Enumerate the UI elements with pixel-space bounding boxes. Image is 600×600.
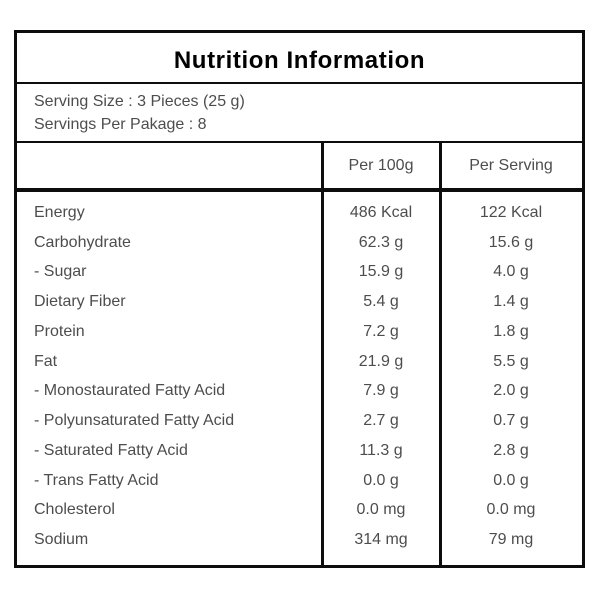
table-row: Cholesterol 0.0 mg 0.0 mg: [17, 496, 582, 526]
nutrient-value-per-100g: 0.0 mg: [356, 501, 406, 519]
servings-per-package-text: Servings Per Pakage : 8: [34, 116, 207, 133]
serving-info-section: Serving Size : 3 Pieces (25 g) Servings …: [17, 84, 582, 143]
nutrient-name: Sodium: [34, 531, 89, 549]
table-header-row: Per 100g Per Serving: [17, 143, 582, 192]
nutrient-value-per-100g: 0.0 g: [363, 471, 399, 489]
nutrient-value-per-serving: 15.6 g: [488, 233, 534, 251]
nutrient-name: Energy: [34, 203, 85, 221]
table-row: Carbohydrate 62.3 g 15.6 g: [17, 228, 582, 258]
table-row: - Polyunsaturated Fatty Acid 2.7 g 0.7 g: [17, 406, 582, 436]
nutrient-name: Dietary Fiber: [34, 293, 126, 311]
nutrient-name: - Trans Fatty Acid: [34, 471, 159, 489]
nutrient-value-per-serving: 0.0 mg: [486, 501, 536, 519]
column-header-per-100g: Per 100g: [348, 156, 414, 174]
nutrient-value-per-serving: 0.0 g: [493, 471, 529, 489]
column-divider-left: [321, 143, 324, 565]
nutrient-value-per-serving: 5.5 g: [493, 352, 529, 370]
nutrient-name: Carbohydrate: [34, 233, 131, 251]
column-header-per-serving: Per Serving: [469, 156, 553, 174]
table-row: Fat 21.9 g 5.5 g: [17, 347, 582, 377]
nutrient-name: - Polyunsaturated Fatty Acid: [34, 412, 235, 430]
table-row: Energy 486 Kcal 122 Kcal: [17, 198, 582, 228]
nutrient-name: - Sugar: [34, 263, 87, 281]
table-row: Sodium 314 mg 79 mg: [17, 525, 582, 555]
serving-size-text: Serving Size : 3 Pieces (25 g): [34, 93, 245, 110]
nutrient-value-per-100g: 15.9 g: [358, 263, 404, 281]
nutrient-name: Cholesterol: [34, 501, 115, 519]
table-row: - Saturated Fatty Acid 11.3 g 2.8 g: [17, 436, 582, 466]
nutrient-value-per-100g: 7.9 g: [363, 382, 399, 400]
nutrient-name: - Saturated Fatty Acid: [34, 441, 188, 459]
nutrient-value-per-100g: 5.4 g: [363, 293, 399, 311]
nutrient-value-per-serving: 2.8 g: [493, 441, 529, 459]
nutrient-value-per-100g: 486 Kcal: [349, 203, 413, 221]
nutrient-value-per-100g: 62.3 g: [358, 233, 404, 251]
nutrient-value-per-100g: 314 mg: [354, 531, 408, 549]
nutrient-value-per-serving: 4.0 g: [493, 263, 529, 281]
column-divider-right: [439, 143, 442, 565]
nutrient-value-per-serving: 0.7 g: [493, 412, 529, 430]
table-row: Protein 7.2 g 1.8 g: [17, 317, 582, 347]
table-row: - Sugar 15.9 g 4.0 g: [17, 258, 582, 288]
nutrition-label: Nutrition Information Serving Size : 3 P…: [14, 30, 585, 568]
nutrient-value-per-serving: 122 Kcal: [479, 203, 543, 221]
nutrient-name: Protein: [34, 322, 85, 340]
nutrient-value-per-serving: 2.0 g: [493, 382, 529, 400]
nutrient-value-per-serving: 1.4 g: [493, 293, 529, 311]
nutrient-value-per-serving: 79 mg: [488, 531, 534, 549]
nutrient-value-per-100g: 11.3 g: [359, 441, 403, 459]
label-title: Nutrition Information: [17, 33, 582, 84]
nutrient-name: - Monostaurated Fatty Acid: [34, 382, 226, 400]
nutrient-value-per-100g: 2.7 g: [363, 412, 399, 430]
nutrient-rows: Energy 486 Kcal 122 Kcal Carbohydrate 62…: [17, 192, 582, 565]
nutrient-name: Fat: [34, 352, 58, 370]
nutrient-table: Per 100g Per Serving Energy 486 Kcal 122…: [17, 143, 582, 565]
table-row: - Trans Fatty Acid 0.0 g 0.0 g: [17, 466, 582, 496]
table-row: Dietary Fiber 5.4 g 1.4 g: [17, 287, 582, 317]
nutrient-value-per-100g: 21.9 g: [358, 352, 404, 370]
table-row: - Monostaurated Fatty Acid 7.9 g 2.0 g: [17, 377, 582, 407]
nutrient-value-per-serving: 1.8 g: [493, 322, 529, 340]
nutrient-value-per-100g: 7.2 g: [363, 322, 399, 340]
